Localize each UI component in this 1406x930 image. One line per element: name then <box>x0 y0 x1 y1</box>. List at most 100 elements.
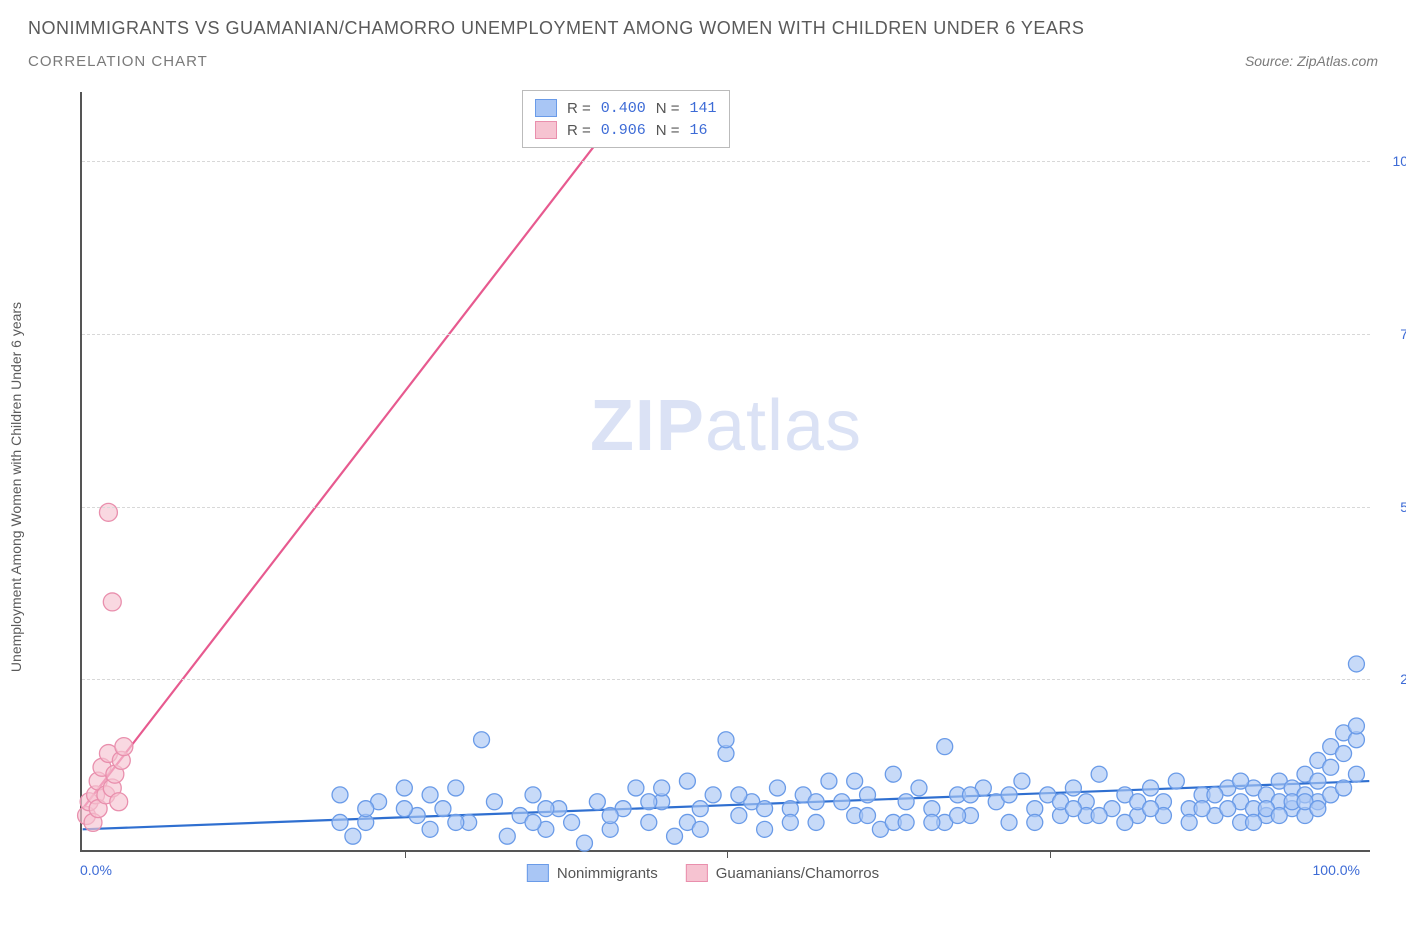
blue-point <box>499 828 515 844</box>
blue-point <box>576 835 592 851</box>
blue-point <box>1220 801 1236 817</box>
blue-point <box>692 821 708 837</box>
blue-point <box>1091 808 1107 824</box>
blue-point <box>1027 814 1043 830</box>
blue-point <box>1233 773 1249 789</box>
y-tick-label: 25.0% <box>1380 671 1406 687</box>
blue-point <box>847 773 863 789</box>
blue-point <box>1065 780 1081 796</box>
r-label-blue: R = <box>567 100 591 117</box>
blue-point <box>358 801 374 817</box>
plot-svg <box>82 92 1370 850</box>
blue-point <box>1143 801 1159 817</box>
blue-point <box>435 801 451 817</box>
blue-point <box>885 766 901 782</box>
chart-header: NONIMMIGRANTS VS GUAMANIAN/CHAMORRO UNEM… <box>0 0 1406 70</box>
n-label-blue: N = <box>656 100 680 117</box>
blue-point <box>602 808 618 824</box>
blue-point <box>448 814 464 830</box>
correlation-legend: R = 0.400 N = 141 R = 0.906 N = 16 <box>522 90 730 148</box>
blue-point <box>937 739 953 755</box>
blue-point <box>757 801 773 817</box>
blue-point <box>860 787 876 803</box>
blue-point <box>1143 780 1159 796</box>
x-tick <box>727 850 728 858</box>
blue-point <box>641 814 657 830</box>
blue-point <box>448 780 464 796</box>
blue-point <box>332 814 348 830</box>
gridline <box>82 334 1370 335</box>
blue-point <box>731 787 747 803</box>
blue-point <box>1336 746 1352 762</box>
blue-point <box>628 780 644 796</box>
y-tick-label: 100.0% <box>1380 153 1406 169</box>
blue-point <box>538 801 554 817</box>
blue-point <box>525 787 541 803</box>
chart-subtitle: CORRELATION CHART <box>28 53 208 70</box>
blue-point <box>1168 773 1184 789</box>
blue-point <box>1194 801 1210 817</box>
pink-point <box>103 593 121 611</box>
blue-point <box>1348 718 1364 734</box>
y-tick-label: 75.0% <box>1380 326 1406 342</box>
chart-source: Source: ZipAtlas.com <box>1245 53 1378 69</box>
blue-point <box>1181 814 1197 830</box>
blue-point <box>332 787 348 803</box>
x-max-label: 100.0% <box>1313 862 1360 878</box>
blue-point <box>769 780 785 796</box>
blue-point <box>422 787 438 803</box>
blue-point <box>757 821 773 837</box>
blue-point <box>1091 766 1107 782</box>
blue-point <box>911 780 927 796</box>
blue-point <box>1001 814 1017 830</box>
x-min-label: 0.0% <box>80 862 112 878</box>
blue-point <box>692 801 708 817</box>
blue-point <box>1271 808 1287 824</box>
blue-point <box>345 828 361 844</box>
blue-point <box>950 808 966 824</box>
blue-point <box>589 794 605 810</box>
blue-point <box>474 732 490 748</box>
legend-item-blue: Nonimmigrants <box>527 864 658 882</box>
legend-label-pink: Guamanians/Chamorros <box>716 865 879 882</box>
chart-title: NONIMMIGRANTS VS GUAMANIAN/CHAMORRO UNEM… <box>28 18 1378 39</box>
blue-point <box>641 794 657 810</box>
blue-point <box>1348 766 1364 782</box>
x-tick <box>405 850 406 858</box>
blue-point <box>679 773 695 789</box>
r-value-blue: 0.400 <box>601 100 646 117</box>
blue-point <box>808 794 824 810</box>
plot-region: ZIPatlas R = 0.400 N = 141 R = 0.906 N =… <box>80 92 1370 852</box>
blue-point <box>396 801 412 817</box>
legend-row-blue: R = 0.400 N = 141 <box>535 97 717 119</box>
swatch-pink <box>535 121 557 139</box>
chart-area: Unemployment Among Women with Children U… <box>28 92 1378 882</box>
blue-point <box>1014 773 1030 789</box>
pink-point <box>110 793 128 811</box>
blue-point <box>821 773 837 789</box>
blue-point <box>731 808 747 824</box>
gridline <box>82 161 1370 162</box>
blue-point <box>1246 814 1262 830</box>
y-axis-label: Unemployment Among Women with Children U… <box>8 302 24 672</box>
series-legend: Nonimmigrants Guamanians/Chamorros <box>527 864 879 882</box>
blue-point <box>1310 773 1326 789</box>
y-tick-label: 50.0% <box>1380 499 1406 515</box>
pink-trendline <box>83 92 636 809</box>
legend-item-pink: Guamanians/Chamorros <box>686 864 879 882</box>
blue-point <box>924 814 940 830</box>
blue-point <box>860 808 876 824</box>
gridline <box>82 507 1370 508</box>
blue-point <box>1310 801 1326 817</box>
blue-point <box>898 794 914 810</box>
swatch-blue-icon <box>527 864 549 882</box>
blue-point <box>486 794 502 810</box>
blue-point <box>396 780 412 796</box>
blue-point <box>1323 759 1339 775</box>
r-label-pink: R = <box>567 122 591 139</box>
pink-point <box>115 738 133 756</box>
n-label-pink: N = <box>656 122 680 139</box>
blue-point <box>1207 787 1223 803</box>
blue-point <box>1336 780 1352 796</box>
blue-point <box>667 828 683 844</box>
